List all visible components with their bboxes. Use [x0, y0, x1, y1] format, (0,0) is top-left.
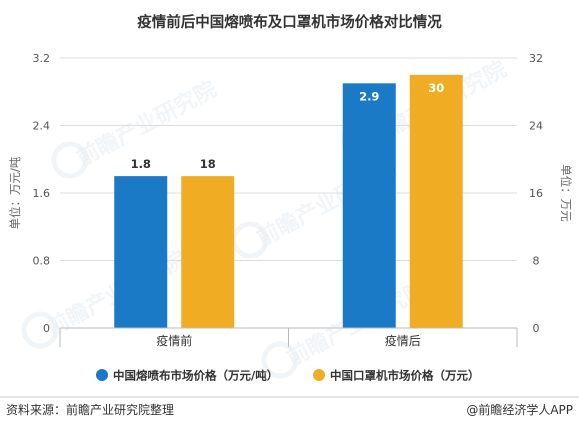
credit-text: @前瞻经济学人APP	[466, 402, 573, 417]
data-label: 1.8	[131, 157, 151, 171]
source-text: 资料来源：前瞻产业研究院整理	[6, 402, 174, 417]
bar	[181, 176, 235, 328]
x-tick-label: 疫情前	[156, 333, 192, 348]
watermark-logo-icon	[51, 141, 89, 179]
bar	[409, 74, 463, 328]
y-right-tick-label: 0	[533, 322, 540, 335]
x-tick-label: 疫情后	[385, 333, 421, 348]
data-label: 2.9	[359, 89, 379, 103]
y-right-tick-label: 32	[529, 52, 543, 65]
y-left-tick-label: 1.6	[33, 187, 51, 200]
y-left-tick-label: 3.2	[33, 52, 51, 65]
watermark-logo-icon	[261, 341, 299, 379]
watermark-logo-icon	[21, 311, 59, 349]
y-left-axis-title: 单位：万元/吨	[8, 156, 22, 229]
legend-label: 中国熔喷布市场价格（万元/吨）	[113, 369, 278, 383]
bar	[342, 83, 396, 328]
legend-marker	[96, 369, 108, 381]
y-right-axis-title: 单位：万元	[559, 164, 573, 222]
legend-label: 中国口罩机市场价格（万元）	[330, 369, 480, 383]
legend-marker	[313, 369, 325, 381]
bar	[114, 176, 168, 328]
y-left-tick-label: 2.4	[33, 120, 51, 133]
y-left-tick-label: 0	[43, 322, 50, 335]
y-right-tick-label: 16	[529, 187, 543, 200]
chart-title: 疫情前后中国熔喷布及口罩机市场价格对比情况	[137, 13, 442, 31]
y-right-tick-label: 8	[533, 255, 540, 268]
data-label: 30	[428, 81, 444, 95]
data-label: 18	[200, 157, 216, 171]
y-right-tick-label: 24	[529, 120, 543, 133]
y-left-tick-label: 0.8	[33, 255, 51, 268]
